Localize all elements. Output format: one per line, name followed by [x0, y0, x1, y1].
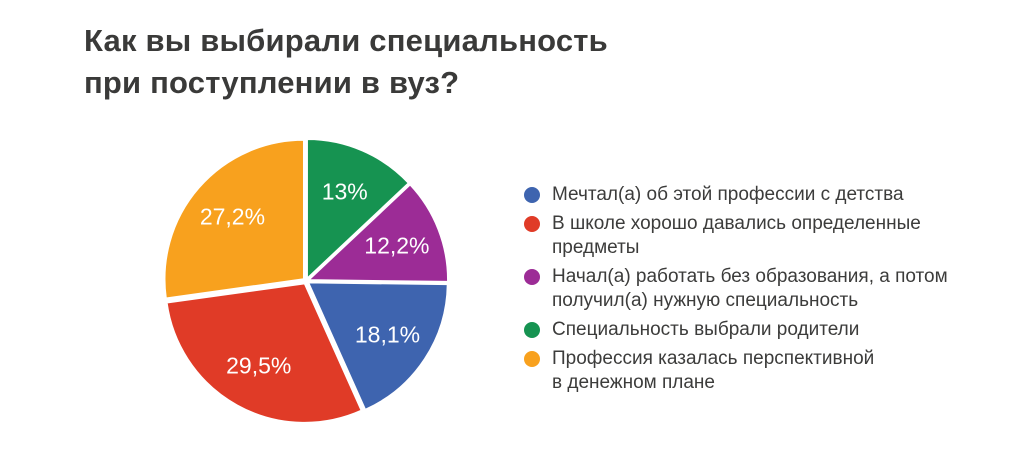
legend-item-orange: Профессия казалась перспективной в денеж… [524, 347, 948, 395]
pie-slice-blue [307, 281, 449, 411]
legend-label: Специальность выбрали родители [552, 319, 860, 340]
legend-bullet-green [524, 322, 540, 338]
legend-label: Начал(а) работать без образования, а пот… [552, 266, 948, 311]
pie-slice-purple [308, 184, 449, 283]
pie-slice-green [306, 138, 410, 279]
legend-item-blue: Мечтал(а) об этой профессии с детства [524, 183, 948, 207]
legend-label: В школе хорошо давались определенные пре… [552, 213, 921, 258]
legend-label: Профессия казалась перспективной в денеж… [552, 348, 875, 393]
legend-bullet-purple [524, 269, 540, 285]
pie-chart: 13% 12,2% 18,1% 29,5% 27,2% [156, 131, 456, 431]
pie-slice-red [166, 282, 363, 424]
chart-title: Как вы выбирали специальность при поступ… [84, 23, 608, 100]
pie-chart-svg [163, 138, 449, 424]
legend-bullet-orange [524, 351, 540, 367]
legend-item-red: В школе хорошо давались определенные пре… [524, 212, 948, 260]
legend-item-green: Специальность выбрали родители [524, 318, 948, 342]
legend-bullet-blue [524, 187, 540, 203]
legend-label: Мечтал(а) об этой профессии с детства [552, 184, 904, 205]
legend-item-purple: Начал(а) работать без образования, а пот… [524, 265, 948, 313]
pie-slice-orange [163, 139, 305, 299]
legend-bullet-red [524, 216, 540, 232]
legend: Мечтал(а) об этой профессии с детства В ш… [524, 183, 948, 395]
